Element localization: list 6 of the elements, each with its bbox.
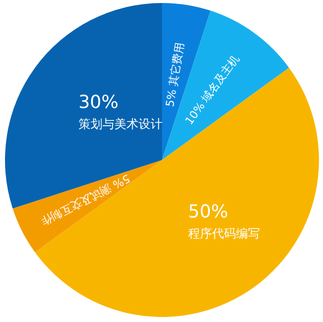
slice-label: 程序代码编写 — [188, 226, 260, 241]
data-label: 50% — [188, 202, 228, 223]
slice-label: 5% 测试及交互制作 — [38, 172, 132, 228]
slice-label: 5% 其它费用 — [164, 42, 187, 108]
data-label: 30% — [78, 92, 119, 113]
slice-label: 策划与美术设计 — [78, 116, 162, 131]
